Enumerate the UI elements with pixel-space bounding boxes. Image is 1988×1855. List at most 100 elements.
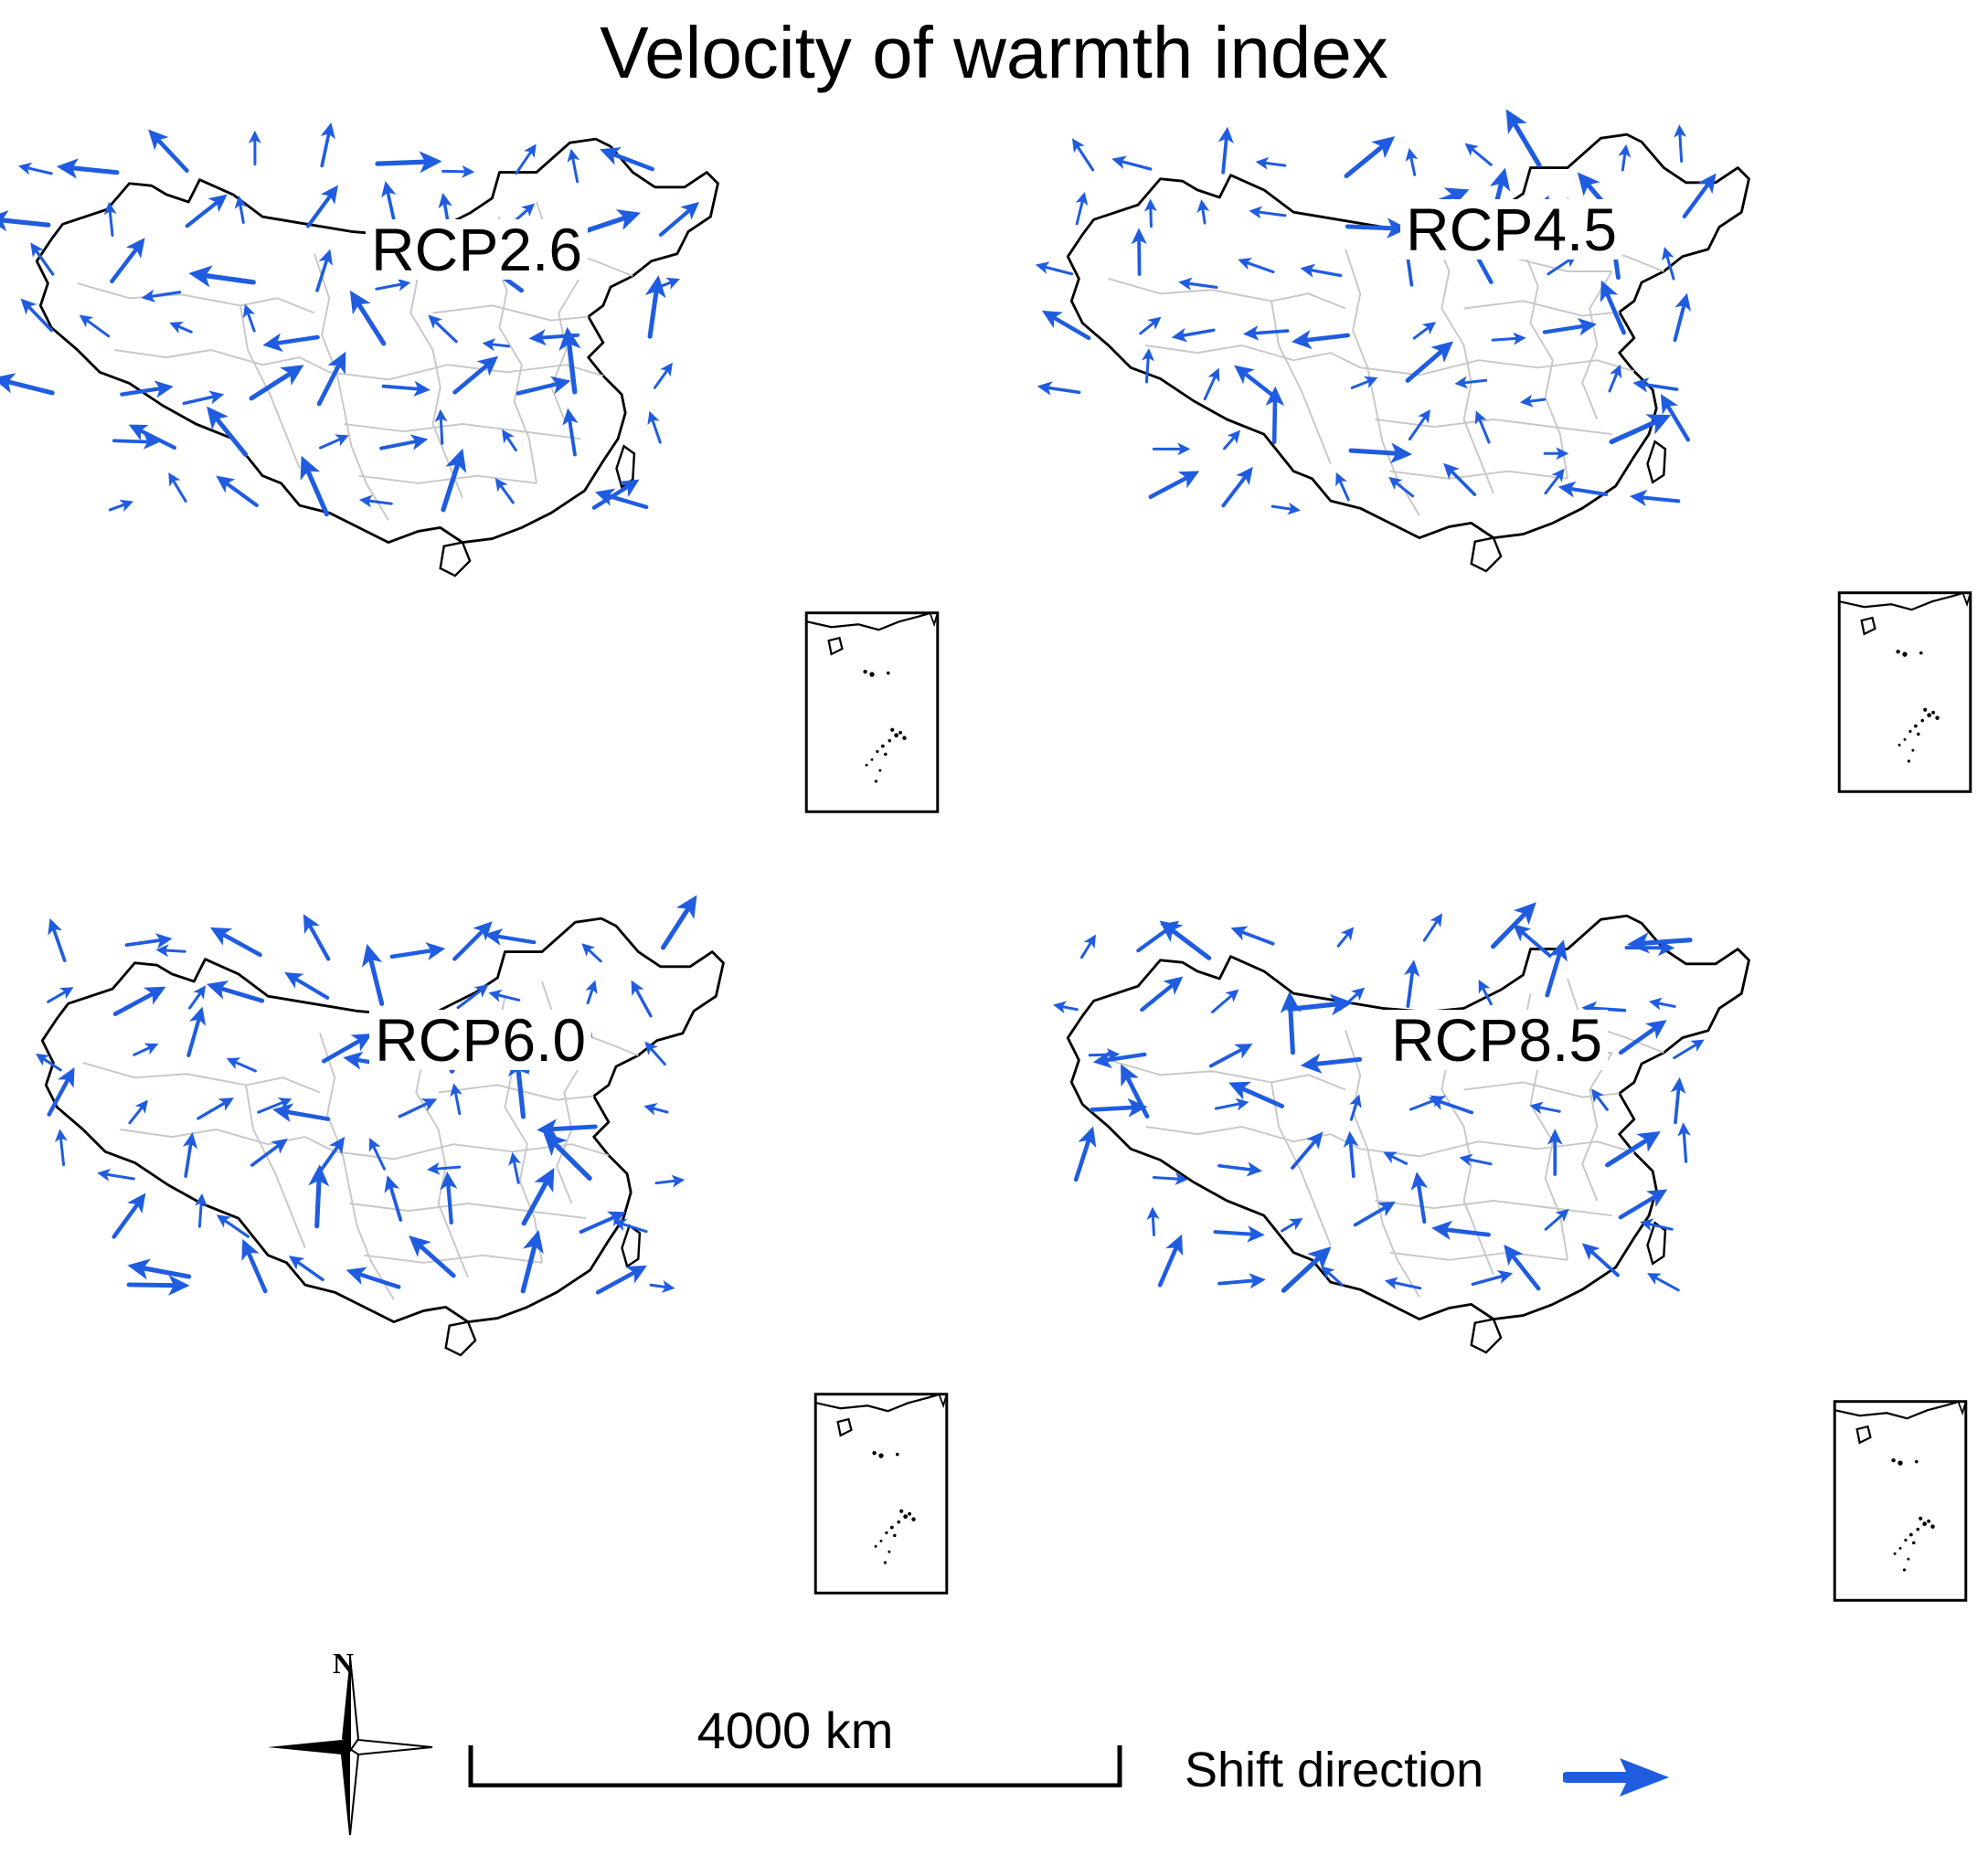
shift-arrow-head bbox=[438, 192, 452, 209]
shift-arrow-head bbox=[1227, 429, 1241, 444]
shift-arrow-head bbox=[558, 326, 581, 352]
shift-arrow bbox=[1136, 927, 1170, 953]
shift-arrow bbox=[1047, 386, 1081, 395]
shift-arrow-head bbox=[660, 362, 673, 377]
inset-rcp45 bbox=[1837, 591, 1972, 793]
shift-arrow-head bbox=[284, 972, 304, 989]
shift-arrow-head bbox=[1178, 277, 1193, 291]
shift-arrow-head bbox=[327, 351, 346, 375]
shift-arrow bbox=[1075, 199, 1084, 226]
shift-arrow-head bbox=[1389, 442, 1413, 464]
shift-arrow-head bbox=[127, 1192, 146, 1214]
shift-arrow-head bbox=[346, 1267, 367, 1286]
shift-arrow-head bbox=[594, 488, 616, 506]
shift-arrow bbox=[1105, 1052, 1147, 1063]
shift-arrow-head bbox=[1371, 136, 1396, 159]
shift-arrow bbox=[567, 343, 578, 395]
shift-arrow-head bbox=[1383, 1151, 1398, 1164]
shift-arrow-head bbox=[675, 895, 697, 919]
shift-arrow bbox=[188, 991, 202, 1010]
shift-arrow bbox=[1338, 479, 1350, 502]
shift-arrow-head bbox=[440, 1171, 458, 1191]
shift-arrow-head bbox=[1037, 381, 1053, 396]
shift-arrow-head bbox=[1388, 476, 1403, 491]
shift-arrow-head bbox=[1350, 987, 1366, 1002]
shift-arrow bbox=[1140, 983, 1174, 1012]
shift-arrow-head bbox=[320, 122, 335, 140]
shift-arrow-head bbox=[1648, 997, 1663, 1011]
shift-arrow bbox=[495, 934, 537, 945]
shift-arrow bbox=[156, 139, 189, 174]
shift-arrow-head bbox=[644, 275, 666, 299]
shift-arrow bbox=[1060, 1005, 1079, 1012]
shift-arrow-head bbox=[97, 1168, 112, 1182]
shift-arrow bbox=[1605, 1139, 1648, 1168]
shift-arrow bbox=[1406, 970, 1415, 1008]
shift-arrow bbox=[1642, 382, 1679, 391]
shift-arrow-head bbox=[1557, 481, 1577, 498]
shift-arrow-head bbox=[1504, 1244, 1524, 1267]
shift-arrow-head bbox=[665, 277, 680, 290]
shift-arrow-head bbox=[328, 1136, 346, 1155]
shift-arrow bbox=[294, 977, 330, 1000]
shift-arrow bbox=[1043, 265, 1074, 276]
shift-arrow bbox=[225, 482, 259, 507]
shift-arrow-head bbox=[1147, 316, 1162, 330]
shift-arrow-head bbox=[20, 298, 37, 315]
shift-arrow-head bbox=[207, 194, 228, 213]
shift-arrow-head bbox=[618, 479, 640, 497]
shift-arrow bbox=[1642, 938, 1693, 946]
shift-arrow bbox=[1408, 415, 1427, 441]
shift-arrow-head bbox=[1581, 1243, 1600, 1261]
shift-arrow bbox=[381, 384, 420, 391]
shift-arrow-head bbox=[1146, 1206, 1160, 1220]
shift-arrow-head bbox=[188, 265, 213, 288]
shift-arrow-head bbox=[528, 329, 547, 346]
shift-arrow bbox=[1338, 991, 1360, 1011]
shift-arrow-head bbox=[420, 1098, 438, 1112]
shift-arrow-head bbox=[144, 1043, 159, 1055]
shift-arrow-head bbox=[125, 238, 145, 259]
shift-arrow-head bbox=[1384, 1277, 1399, 1290]
shift-arrow-head bbox=[1228, 1081, 1251, 1100]
map-rcp26 bbox=[35, 137, 719, 578]
shift-arrow bbox=[658, 208, 691, 238]
shift-arrow bbox=[1470, 147, 1493, 166]
shift-arrow bbox=[1511, 1255, 1541, 1291]
shift-arrow bbox=[1545, 953, 1562, 998]
shift-arrow-head bbox=[226, 1057, 241, 1070]
shift-arrow-head bbox=[1674, 124, 1687, 138]
shift-arrow bbox=[321, 1039, 361, 1064]
shift-arrow bbox=[1245, 260, 1275, 274]
shift-arrow-head bbox=[144, 986, 166, 1005]
shift-arrow-head bbox=[1600, 280, 1619, 303]
shift-arrow bbox=[1221, 475, 1247, 508]
shift-arrow bbox=[1682, 1130, 1688, 1163]
shift-arrow bbox=[1653, 1276, 1680, 1292]
shift-arrow-head bbox=[562, 408, 579, 426]
shift-arrow bbox=[112, 1203, 139, 1239]
shift-arrow-head bbox=[1551, 468, 1565, 483]
shift-arrow-head bbox=[168, 1275, 190, 1296]
shift-arrow-head bbox=[335, 434, 349, 447]
shift-arrow bbox=[1394, 481, 1415, 498]
shift-arrow bbox=[1348, 448, 1398, 456]
shift-arrow-head bbox=[482, 338, 496, 352]
shift-arrow-head bbox=[1300, 1053, 1323, 1074]
shift-arrow-head bbox=[1142, 348, 1154, 362]
shift-arrow-head bbox=[1307, 1246, 1332, 1270]
shift-arrow bbox=[1350, 379, 1371, 389]
shift-arrow bbox=[1149, 206, 1153, 228]
shift-arrow-head bbox=[502, 429, 515, 444]
shift-arrow-head bbox=[524, 143, 537, 159]
shift-arrow-head bbox=[1431, 1220, 1453, 1241]
shift-arrow bbox=[1181, 328, 1216, 338]
shift-arrow bbox=[1595, 1094, 1609, 1111]
compass-icon bbox=[268, 1656, 433, 1836]
shift-arrow-head bbox=[1177, 442, 1191, 456]
shift-arrow bbox=[47, 1078, 69, 1117]
shift-arrow-head bbox=[1405, 147, 1419, 163]
shift-arrow-head bbox=[141, 289, 156, 303]
shift-arrow bbox=[1445, 1227, 1491, 1237]
shift-arrow bbox=[1674, 1087, 1681, 1125]
